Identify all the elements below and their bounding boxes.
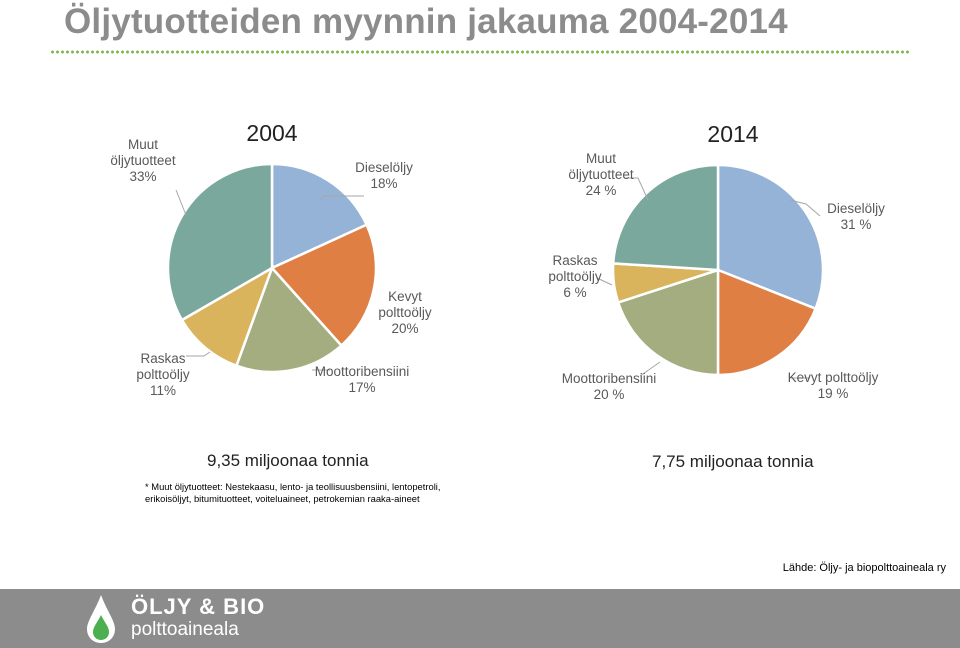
dotted-divider — [50, 50, 910, 54]
pie-charts: Dieselöljy 18% Kevyt polttoöljy 20% Moottorib… — [110, 120, 885, 402]
pie-slice — [716, 268, 818, 377]
slice-label: Dieselöljy 31 % — [827, 201, 885, 232]
slice-label: Moottoribensiini 20 % — [562, 371, 657, 402]
slice-label: Muut öljytuotteet 24 % — [568, 151, 634, 198]
leader-line — [624, 177, 649, 201]
leader-line — [319, 195, 364, 201]
leader-line — [186, 351, 211, 357]
pie-slice — [269, 223, 378, 348]
footer-band — [0, 589, 960, 648]
leader-line — [175, 189, 187, 216]
pie-slice — [616, 268, 720, 377]
slice-label: Kevyt polttoöljy 20% — [378, 289, 432, 336]
pie-slice — [716, 163, 825, 311]
slice-label: Dieselöljy 18% — [355, 160, 413, 191]
pie-slice — [180, 265, 275, 368]
pie-title: 2004 — [246, 120, 297, 146]
leader-line — [639, 361, 661, 377]
total-2014: 7,75 miljoonaa tonnia — [652, 452, 814, 471]
pie-title: 2014 — [707, 121, 758, 147]
pie-slice — [166, 162, 274, 322]
leader-line — [596, 277, 613, 286]
slice-label: Kevyt polttoöljy 19 % — [788, 370, 879, 401]
pie-slice — [270, 162, 369, 270]
drop-logo-icon — [87, 595, 115, 643]
footnote-line: erikoisöljyt, bitumituotteet, voiteluain… — [145, 493, 420, 504]
total-2004: 9,35 miljoonaa tonnia — [207, 451, 369, 470]
pie-slice — [611, 163, 720, 272]
footnote: * Muut öljytuotteet: Nestekaasu, lento- … — [145, 481, 440, 505]
logo-brand: ÖLJY & BIO — [131, 594, 266, 619]
slice-label: Muut öljytuotteet 33% — [110, 137, 176, 184]
page-title: Öljytuotteiden myynnin jakauma 2004-2014 — [64, 2, 788, 41]
source-note: Lähde: Öljy- ja biopolttoaineala ry — [782, 562, 946, 574]
slice-label: Moottoribensiini 17% — [315, 364, 410, 395]
logo-subtitle: polttoaineala — [131, 619, 239, 640]
slice-label: Raskas polttoöljy 6 % — [548, 253, 602, 300]
footnote-line: * Muut öljytuotteet: Nestekaasu, lento- … — [145, 481, 441, 492]
slice-label: Raskas polttoöljy 11% — [136, 351, 190, 398]
leader-line — [789, 199, 821, 217]
